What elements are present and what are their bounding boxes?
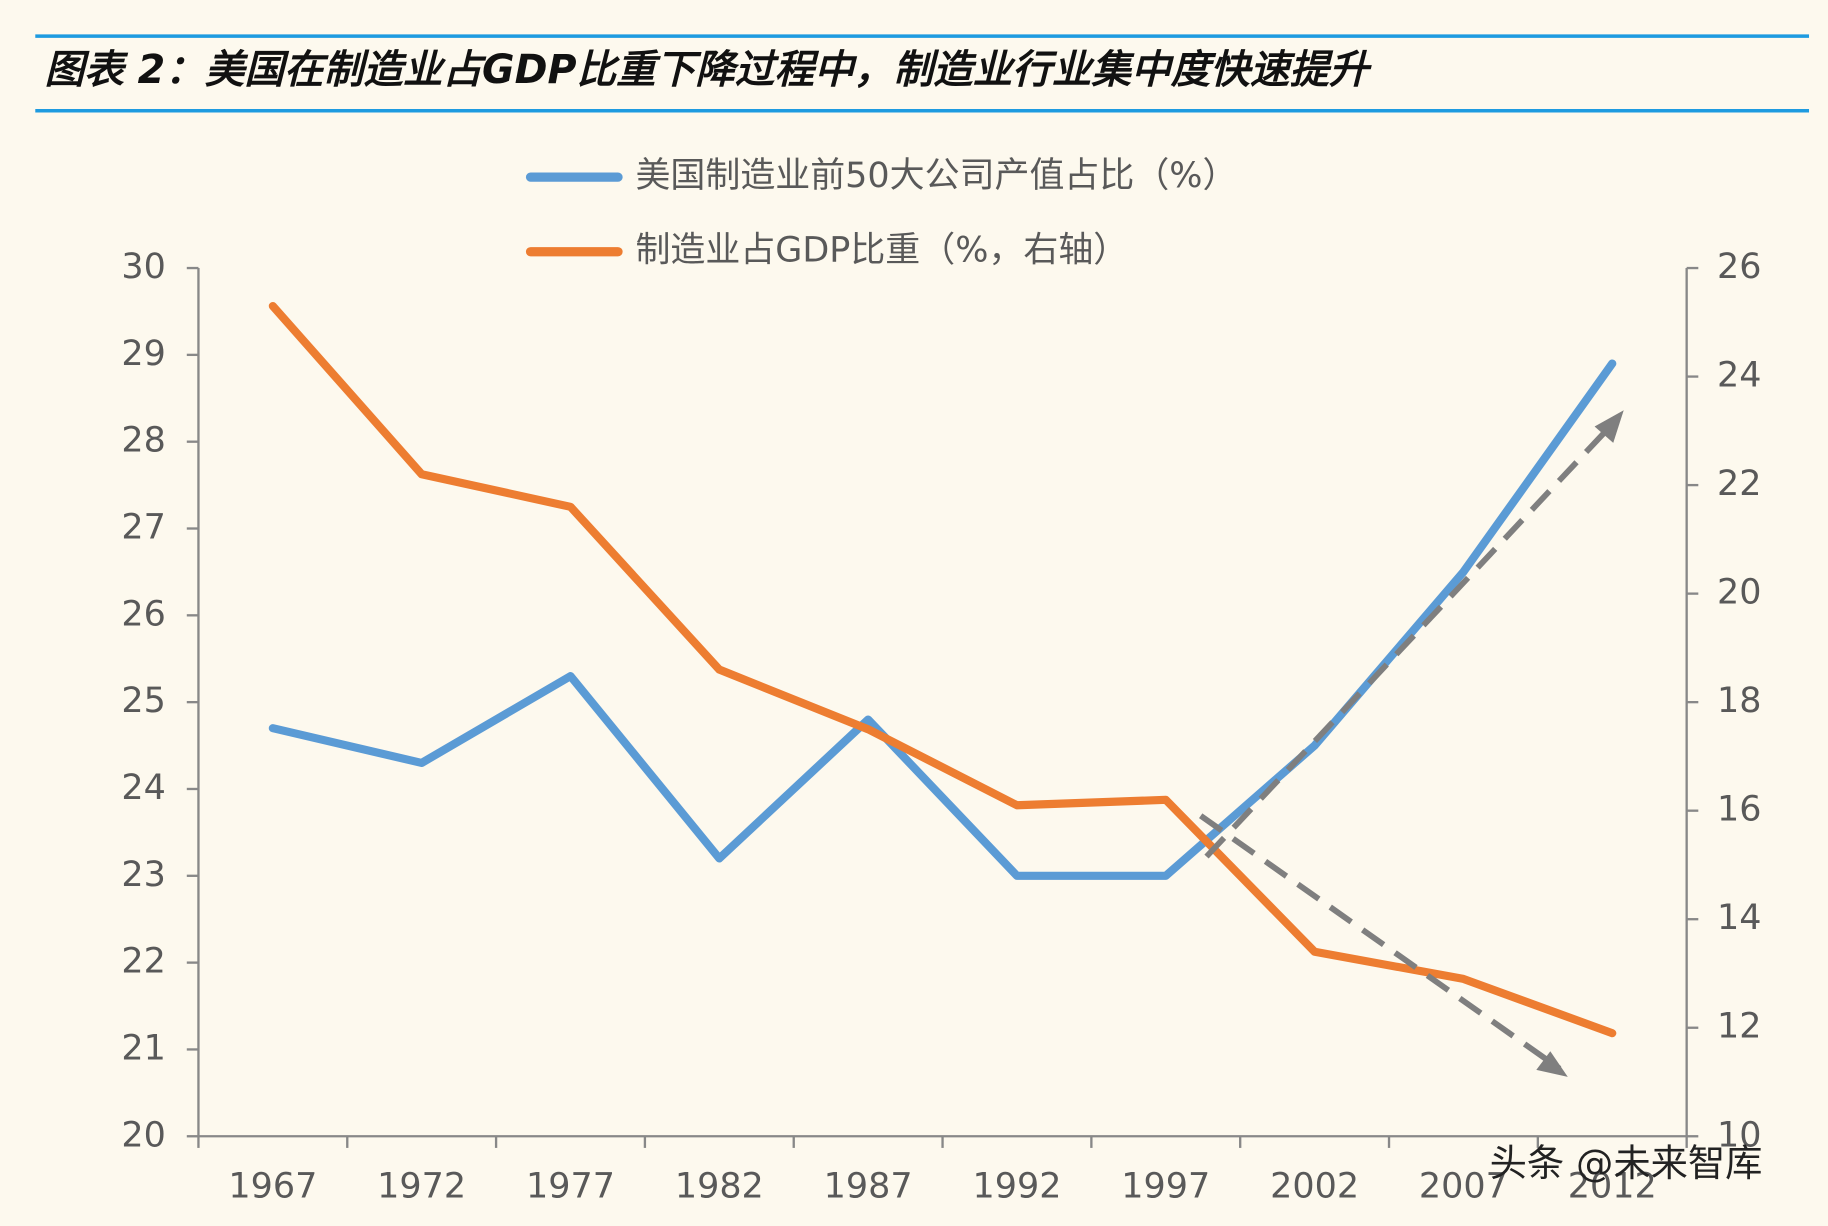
y2-tick-label: 14 [1717,898,1761,938]
y-tick-label: 26 [121,594,165,634]
y2-tick-label: 20 [1717,573,1761,613]
y-tick-label: 25 [121,681,165,721]
x-tick-label: 1982 [675,1167,764,1207]
x-tick-label: 2012 [1568,1167,1657,1207]
y-tick-label: 27 [121,508,165,548]
x-tick-label: 2002 [1270,1167,1359,1207]
arrow-head [1536,1051,1568,1077]
y-tick-label: 29 [121,334,165,374]
y2-tick-label: 12 [1717,1007,1761,1047]
series-line [268,359,1617,880]
y-tick-label: 24 [121,768,165,808]
y2-tick-label: 26 [1717,247,1761,287]
arrow-head [1594,410,1624,443]
legend-label: 制造业占GDP比重（%，右轴） [635,231,1128,271]
x-tick-label: 1967 [228,1167,317,1207]
y-tick-label: 30 [121,247,165,287]
x-tick-label: 2007 [1419,1167,1508,1207]
y2-tick-label: 24 [1717,356,1761,396]
x-tick-label: 1992 [972,1167,1061,1207]
legend-label: 美国制造业前50大公司产值占比（%） [635,156,1237,196]
y-tick-label: 28 [121,421,165,461]
y-tick-label: 22 [121,942,165,982]
y-tick-label: 23 [121,855,165,895]
x-tick-label: 1977 [526,1167,615,1207]
series-line [268,301,1617,1038]
y-tick-label: 20 [121,1115,165,1155]
title: 图表 2：美国在制造业占GDP比重下降过程中，制造业行业集中度快速提升 [45,47,1372,93]
trend-arrows [1199,419,1617,1072]
watermark: 头条 @未来智库 [1490,1141,1763,1185]
x-tick-label: 1987 [824,1167,913,1207]
y2-tick-label: 10 [1717,1115,1761,1155]
y2-tick-label: 18 [1717,681,1761,721]
plot: 20 21 22 23 24 25 26 27 28 29 30 10 12 14 16 18 20 22 24 26… [121,156,1761,1206]
x-tick-label: 1972 [377,1167,466,1207]
y2-tick-label: 16 [1717,790,1761,830]
y-tick-label: 21 [121,1028,165,1068]
y2-tick-label: 22 [1717,464,1761,504]
x-tick-label: 1997 [1121,1167,1210,1207]
